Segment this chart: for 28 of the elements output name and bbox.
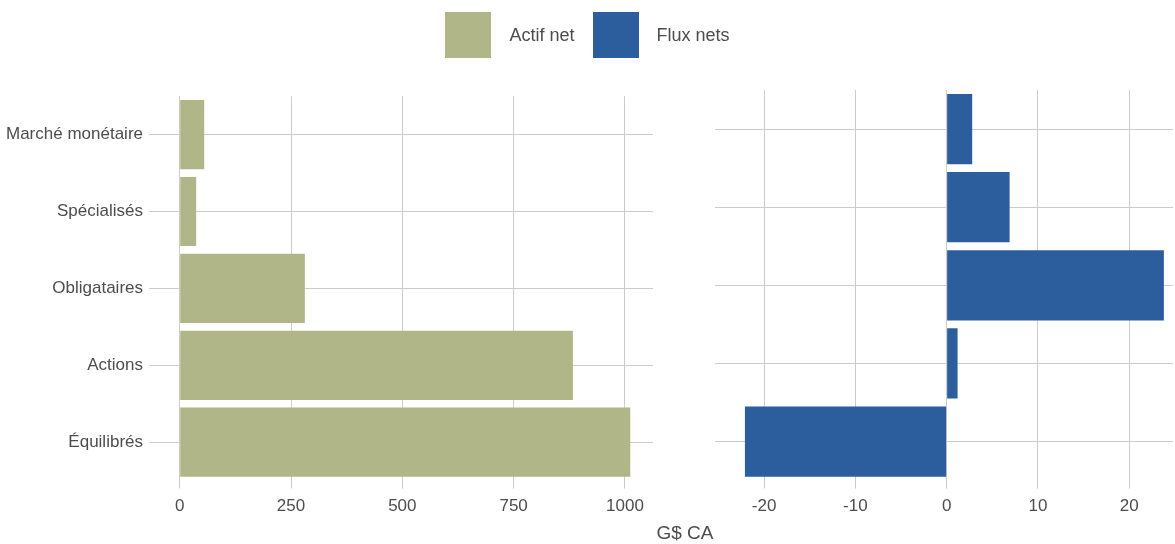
x-tick-label: -10	[843, 496, 868, 516]
x-tick-label: 20	[1119, 496, 1139, 516]
text: Flux nets	[656, 24, 730, 46]
y-tick-label: Obligataires	[52, 278, 143, 298]
x-tick-label: -20	[751, 496, 777, 516]
x-tick-label: 0	[941, 496, 952, 516]
bar	[180, 176, 197, 247]
y-tick-label: Spécialisés	[57, 201, 143, 221]
bar	[180, 330, 573, 400]
x-tick-label: 1000	[606, 496, 644, 516]
bar	[180, 100, 205, 170]
x-tick-label: 500	[388, 496, 417, 516]
bar	[947, 172, 1010, 243]
bar	[947, 250, 1164, 321]
x-tick-label: 250	[276, 496, 306, 516]
bar	[744, 406, 947, 477]
y-tick-label: Équilibrés	[68, 431, 143, 451]
y-tick-label: Actions	[87, 354, 143, 374]
bar	[180, 407, 631, 477]
x-axis-title: G$ CA	[655, 522, 715, 544]
text: Actif net	[509, 24, 575, 46]
bar	[180, 253, 305, 323]
x-tick-label: 750	[499, 496, 528, 516]
y-tick-label: Marché monétaire	[5, 124, 143, 144]
x-tick-label: 0	[174, 496, 185, 516]
x-tick-label: 10	[1028, 496, 1048, 516]
bar	[947, 93, 973, 165]
bar	[947, 328, 958, 399]
